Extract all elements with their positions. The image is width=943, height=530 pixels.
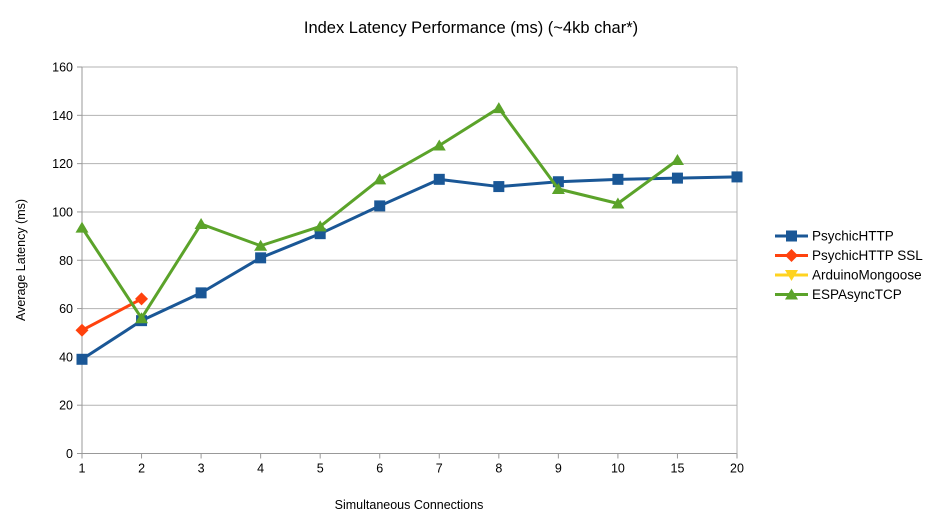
x-tick-label: 4 (257, 462, 264, 476)
data-point-marker[interactable] (671, 172, 683, 184)
grid-layer (82, 66, 737, 406)
x-tick-label: 10 (611, 462, 625, 476)
x-tick-label: 1 (79, 462, 86, 476)
data-point-marker[interactable] (552, 176, 564, 188)
x-tick-label: 15 (671, 462, 685, 476)
data-point-marker[interactable] (492, 102, 506, 114)
data-point-marker[interactable] (313, 220, 327, 232)
data-point-marker[interactable] (731, 171, 743, 183)
data-point-marker[interactable] (76, 353, 88, 365)
series-line (81, 175, 738, 361)
x-tick-label: 5 (317, 462, 324, 476)
legend: PsychicHTTP PsychicHTTP SSL ArduinoMongoos… (775, 229, 923, 302)
data-point-marker[interactable] (551, 182, 565, 194)
data-point-marker[interactable] (373, 173, 387, 185)
y-tick-label: 60 (59, 302, 73, 316)
y-tick-label: 20 (59, 399, 73, 413)
legend-item-psychichttp[interactable]: PsychicHTTP (775, 229, 894, 244)
data-point-marker[interactable] (314, 228, 326, 240)
series-psychichttp (76, 171, 743, 365)
axis-layer: 0 20 40 60 80 100 120 140 160 1 2 3 4 5 6 7 8 9 10 15 20 (52, 61, 744, 476)
x-tick-label: 2 (138, 462, 145, 476)
legend-label: ESPAsyncTCP (812, 287, 902, 302)
legend-label: PsychicHTTP (812, 229, 894, 244)
data-point-marker[interactable] (374, 200, 386, 212)
data-point-marker[interactable] (612, 173, 624, 185)
data-point-marker[interactable] (75, 323, 89, 337)
legend-item-espasynctcp[interactable]: ESPAsyncTCP (775, 287, 902, 302)
data-point-marker[interactable] (493, 181, 505, 193)
x-tick-label: 7 (436, 462, 443, 476)
diamond-icon (785, 249, 798, 262)
series-psychichttp-ssl (75, 292, 149, 337)
y-tick-label: 100 (52, 205, 73, 219)
y-tick-label: 40 (59, 350, 73, 364)
data-point-marker[interactable] (670, 154, 684, 166)
triangle-up-icon (785, 288, 798, 300)
x-tick-label: 3 (198, 462, 205, 476)
square-icon (786, 230, 797, 242)
y-tick-label: 80 (59, 254, 73, 268)
series-line (80, 106, 679, 320)
data-point-marker[interactable] (194, 218, 208, 230)
x-tick-label: 8 (495, 462, 502, 476)
x-tick-label: 9 (555, 462, 562, 476)
data-point-marker[interactable] (75, 221, 89, 233)
y-tick-label: 0 (66, 447, 73, 461)
data-point-marker[interactable] (254, 239, 268, 251)
data-point-marker[interactable] (611, 197, 625, 209)
data-point-marker[interactable] (432, 139, 446, 151)
y-tick-label: 160 (52, 61, 73, 75)
data-point-marker[interactable] (135, 312, 149, 324)
legend-item-arduinomongoose[interactable]: ArduinoMongoose (775, 268, 922, 283)
legend-label: ArduinoMongoose (812, 268, 922, 283)
series-espasynctcp (75, 102, 684, 324)
data-point-marker[interactable] (195, 287, 207, 299)
y-axis-title: Average Latency (ms) (14, 199, 28, 321)
y-tick-label: 140 (52, 109, 73, 123)
series-layer (75, 102, 743, 365)
legend-label: PsychicHTTP SSL (812, 248, 923, 263)
chart-title: Index Latency Performance (ms) (~4kb cha… (304, 19, 638, 37)
y-tick-label: 120 (52, 157, 73, 171)
data-point-marker[interactable] (255, 252, 267, 264)
x-axis-title: Simultaneous Connections (335, 498, 484, 512)
legend-item-psychichttp-ssl[interactable]: PsychicHTTP SSL (775, 248, 923, 263)
data-point-marker[interactable] (135, 292, 149, 306)
x-tick-label: 20 (730, 462, 744, 476)
data-point-marker[interactable] (433, 173, 445, 185)
triangle-down-icon (785, 270, 798, 281)
x-tick-label: 6 (376, 462, 383, 476)
